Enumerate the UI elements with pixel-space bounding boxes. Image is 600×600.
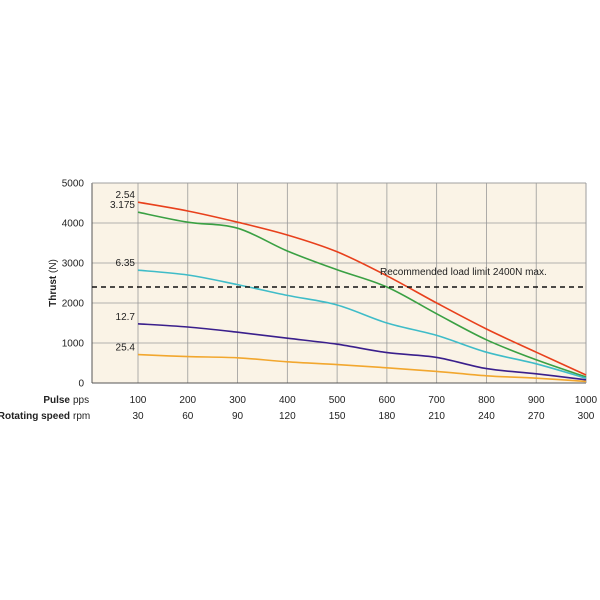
y-axis-label-unit: (N): [48, 259, 59, 273]
x-tick-label: 60: [182, 411, 194, 422]
series-line-3-175: [137, 211, 587, 378]
x-tick-label: 600: [379, 395, 396, 406]
series-line-2-54: [137, 201, 587, 376]
x-tick-label: 120: [279, 411, 296, 422]
x-tick-label: 180: [379, 411, 396, 422]
series-label-25-4: 25.4: [116, 343, 136, 354]
series-label-3-175: 3.175: [110, 200, 135, 211]
y-tick-labels: 0 1000 2000 3000 4000 5000: [62, 179, 85, 390]
y-tick-label: 5000: [62, 179, 85, 190]
x-tick-label: 300: [578, 411, 595, 422]
y-tick-label: 4000: [62, 219, 85, 230]
x-tick-label: 150: [329, 411, 346, 422]
series-line-12-7: [137, 323, 587, 381]
series-line-6-35: [137, 269, 587, 379]
x-tick-label: 30: [132, 411, 144, 422]
plot-background: [92, 183, 586, 383]
x-tick-label: 300: [229, 395, 246, 406]
series-labels: 2.543.175 6.35 12.7 25.4: [110, 190, 135, 353]
series-label-6-35: 6.35: [116, 258, 136, 269]
reference-line-group: Recommended load limit 2400N max.: [92, 267, 586, 288]
y-axis-label: Thrust (N): [48, 259, 59, 307]
reference-line-label: Recommended load limit 2400N max.: [380, 267, 547, 278]
series-label-12-7: 12.7: [116, 312, 136, 323]
y-tick-label: 3000: [62, 259, 85, 270]
series-line-25-4: [137, 353, 587, 383]
x-row-unit: pps: [73, 395, 89, 406]
x-tick-label: 240: [478, 411, 495, 422]
y-tick-label: 2000: [62, 299, 85, 310]
x-tick-label: 270: [528, 411, 545, 422]
y-axis-label-main: Thrust: [48, 273, 59, 307]
x-row-label: Rotating speed: [0, 411, 70, 422]
y-tick-label: 0: [78, 379, 84, 390]
axes: [91, 182, 587, 384]
x-tick-label: 1000: [575, 395, 598, 406]
series-label-2-54: 2.54: [116, 190, 136, 201]
x-tick-label: 400: [279, 395, 296, 406]
x-row-unit: rpm: [73, 411, 90, 422]
x-row-label: Pulse: [43, 395, 70, 406]
x-tick-label: 90: [232, 411, 244, 422]
x-tick-label: 500: [329, 395, 346, 406]
x-tick-label: 800: [478, 395, 495, 406]
x-tick-label: 900: [528, 395, 545, 406]
x-tick-label: 100: [130, 395, 147, 406]
x-tick-label: 200: [179, 395, 196, 406]
x-axis-rows: Pulse pps 100 200 300 400 500 600 700 800 900 1000 R…: [0, 395, 598, 422]
y-tick-label: 1000: [62, 339, 85, 350]
series-lines: [137, 201, 587, 383]
x-tick-label: 700: [428, 395, 445, 406]
x-tick-label: 210: [428, 411, 445, 422]
